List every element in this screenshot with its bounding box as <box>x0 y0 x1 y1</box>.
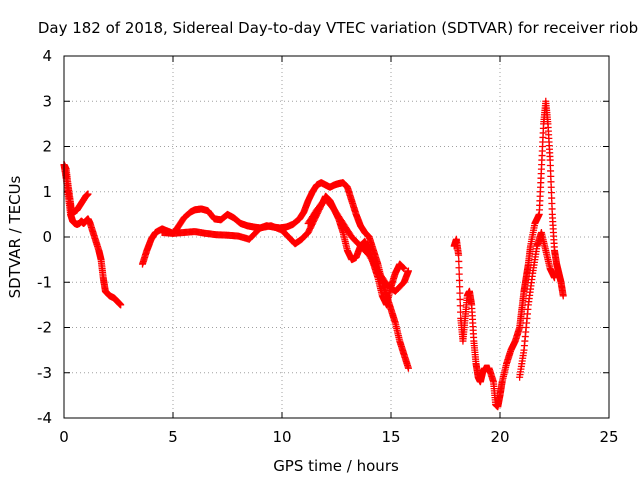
data-point <box>400 265 408 273</box>
x-tick-label: 10 <box>272 428 291 446</box>
x-tick-label: 20 <box>490 428 509 446</box>
x-tick-label: 5 <box>168 428 178 446</box>
data-point <box>84 190 92 198</box>
y-tick-label: 3 <box>42 92 52 110</box>
series-arc-a-lower <box>60 161 125 309</box>
data-point <box>404 267 412 275</box>
data-point <box>455 276 463 284</box>
y-tick-label: -2 <box>37 319 52 337</box>
y-tick-label: 4 <box>42 47 52 65</box>
series-arc-b-side <box>304 195 412 295</box>
data-point <box>117 301 125 309</box>
y-tick-label: 1 <box>42 183 52 201</box>
data-point <box>456 302 464 310</box>
series-arc-c-dip <box>516 228 558 381</box>
data-point <box>455 264 463 272</box>
data-points <box>60 97 567 411</box>
data-point <box>455 257 463 265</box>
y-tick-label: 2 <box>42 138 52 156</box>
series-arc-b-upper <box>138 179 412 372</box>
chart-title: Day 182 of 2018, Sidereal Day-to-day VTE… <box>38 19 638 37</box>
y-tick-label: -3 <box>37 364 52 382</box>
y-tick-label: -4 <box>37 409 52 427</box>
data-point <box>456 289 464 297</box>
x-tick-label: 0 <box>59 428 69 446</box>
plot-frame <box>63 55 610 419</box>
series-arc-c <box>450 97 567 411</box>
data-point <box>559 292 567 300</box>
x-axis-label: GPS time / hours <box>273 457 399 475</box>
grid-lines <box>64 56 609 418</box>
y-tick-label: -1 <box>37 273 52 291</box>
x-tick-label: 15 <box>381 428 400 446</box>
y-tick-label: 0 <box>42 228 52 246</box>
data-point <box>404 364 412 372</box>
axes: 0 5 10 15 20 25 -4 -3 -2 -1 0 1 2 3 4 <box>37 47 619 446</box>
x-tick-label: 25 <box>599 428 618 446</box>
y-axis-label: SDTVAR / TECUs <box>6 175 24 298</box>
data-point <box>456 283 464 291</box>
data-point <box>455 251 463 259</box>
data-point <box>551 274 558 282</box>
data-point <box>455 270 463 278</box>
data-point <box>456 295 464 303</box>
